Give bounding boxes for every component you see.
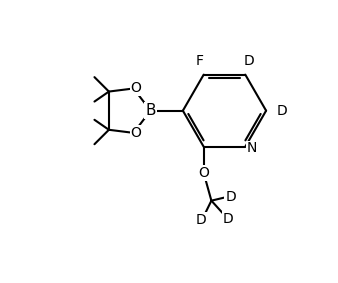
Text: F: F: [196, 54, 204, 68]
Text: D: D: [244, 54, 255, 68]
Text: O: O: [130, 126, 141, 140]
Text: O: O: [198, 166, 209, 180]
Text: N: N: [247, 141, 257, 155]
Text: D: D: [223, 212, 234, 226]
Text: B: B: [145, 103, 156, 118]
Text: O: O: [130, 82, 141, 95]
Text: D: D: [225, 190, 236, 204]
Text: D: D: [277, 104, 288, 118]
Text: D: D: [195, 213, 206, 227]
